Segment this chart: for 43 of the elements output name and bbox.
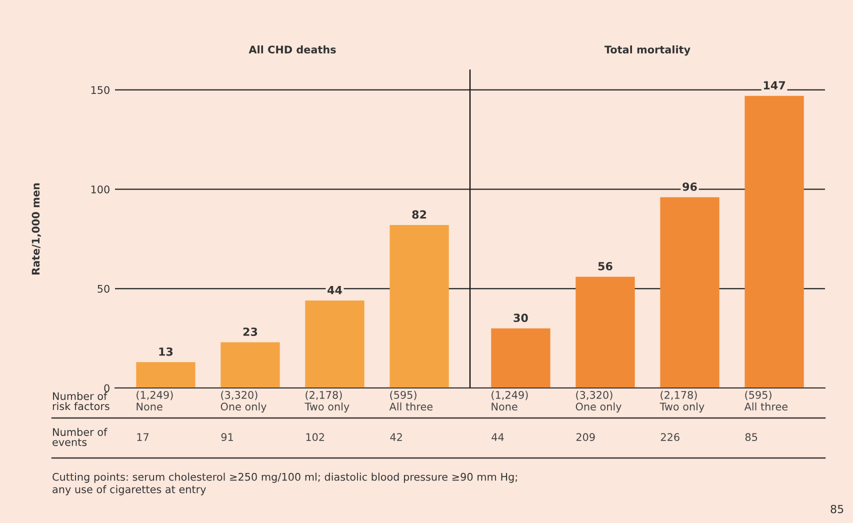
bar xyxy=(390,225,449,388)
text: 85 xyxy=(830,504,844,514)
x-tick-label: (1,249) None xyxy=(136,390,173,411)
text: 91 xyxy=(221,433,233,442)
bar xyxy=(136,362,196,388)
y-tick-label: 150 xyxy=(91,86,110,94)
bar xyxy=(220,342,280,388)
x-tick-label: (595) All three xyxy=(389,390,433,411)
data-label: 23 xyxy=(243,328,258,336)
bar xyxy=(305,300,364,388)
x-tick-label: (3,320) One only xyxy=(220,390,266,413)
data-label: 13 xyxy=(159,347,173,356)
data-label: 96 xyxy=(682,182,697,191)
x-axis-title: Number of risk factors xyxy=(52,392,110,410)
text: Cutting points: serum cholesterol ≥250 mg/100 ml; diastolic blood pressure ≥90 mm Hg; any use of cigarettes at entry xyxy=(52,472,517,496)
y-axis-title: Rate/1,000 men xyxy=(32,183,41,274)
x-tick-label: (2,178) Two only xyxy=(304,390,350,413)
chart-title: Total mortality xyxy=(604,45,690,56)
text: 209 xyxy=(576,433,595,442)
bar xyxy=(660,197,720,388)
x-tick-label: (3,320) One only xyxy=(576,390,622,413)
bar xyxy=(576,276,635,388)
x-tick-label: (1,249) None xyxy=(492,390,528,411)
chart-title: All CHD deaths xyxy=(248,45,336,54)
text: 17 xyxy=(137,433,148,441)
y-tick-label: 50 xyxy=(98,284,110,293)
text: 42 xyxy=(390,433,402,441)
text: 102 xyxy=(306,433,324,442)
y-tick-label: 100 xyxy=(91,185,110,194)
data-label: 82 xyxy=(412,210,426,219)
bar xyxy=(744,96,804,388)
data-label: 44 xyxy=(328,286,342,294)
data-label: 147 xyxy=(764,81,785,90)
text: Number of events xyxy=(52,428,108,446)
text: 44 xyxy=(492,433,504,441)
x-tick-label: (595) All three xyxy=(744,390,788,411)
y-tick-label: 0 xyxy=(104,384,110,392)
bar xyxy=(491,328,550,388)
text: 226 xyxy=(660,433,680,442)
data-label: 56 xyxy=(598,262,612,270)
x-tick-label: (2,178) Two only xyxy=(660,390,704,413)
text: 85 xyxy=(745,433,758,442)
data-label: 30 xyxy=(514,314,528,322)
